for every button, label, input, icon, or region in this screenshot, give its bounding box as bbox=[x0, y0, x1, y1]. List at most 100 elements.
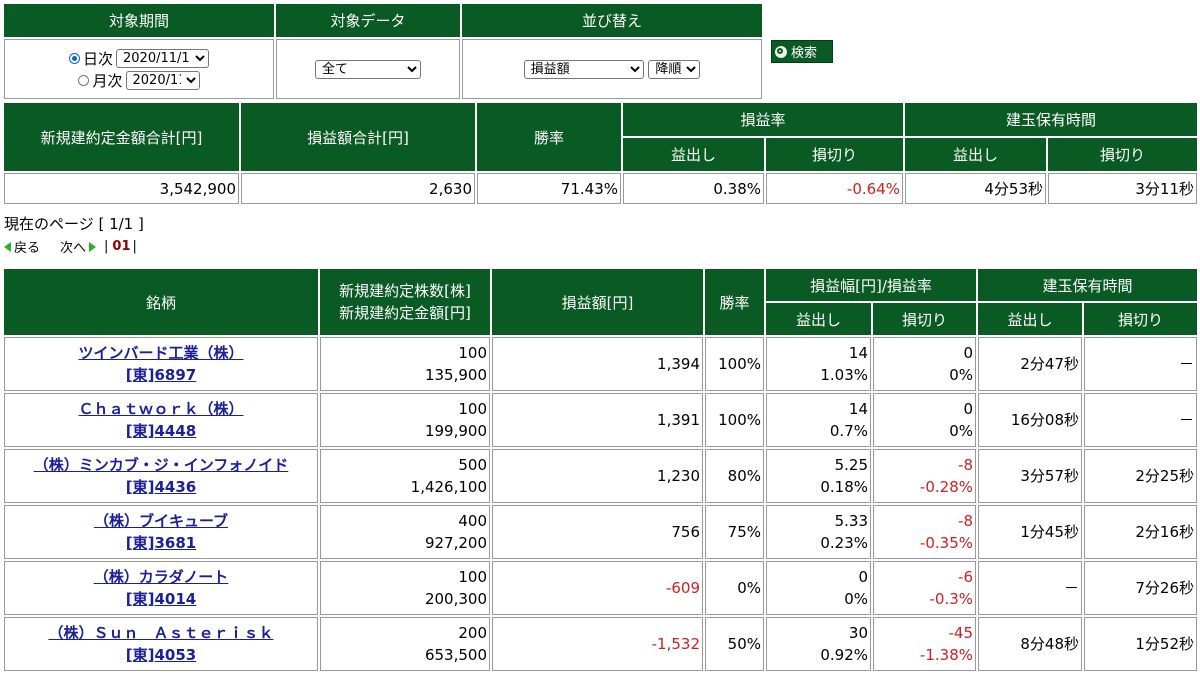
profit-range-cell: 30 0.92% bbox=[766, 617, 871, 671]
stock-code-link[interactable]: [東]4448 bbox=[125, 422, 197, 440]
stock-name-link[interactable]: （株）カラダノート bbox=[93, 568, 229, 586]
page-number-link[interactable]: 01 bbox=[112, 239, 131, 254]
summary-header-profit-rate: 益出し bbox=[623, 138, 764, 171]
search-label: 検索 bbox=[791, 46, 818, 61]
profit-yen: 0 bbox=[858, 568, 868, 586]
summary-loss-time: 3分11秒 bbox=[1048, 173, 1197, 204]
monthly-date-select[interactable]: 2020/11 bbox=[125, 70, 200, 90]
win-rate-cell: 100% bbox=[705, 337, 764, 391]
summary-win-rate: 71.43% bbox=[477, 173, 621, 204]
loss-yen: -45 bbox=[948, 624, 974, 642]
loss-time-cell: 2分16秒 bbox=[1084, 505, 1197, 559]
summary-profit-time: 4分53秒 bbox=[905, 173, 1046, 204]
summary-header-loss-time: 損切り bbox=[1048, 138, 1197, 171]
qty-amount-cell: 100 135,900 bbox=[320, 337, 490, 391]
loss-rate: -0.3% bbox=[929, 590, 973, 608]
pl-cell: -609 bbox=[492, 561, 703, 615]
summary-header-pl: 損益額合計[円] bbox=[241, 103, 475, 171]
profit-rate: 0.23% bbox=[820, 534, 868, 552]
stock-code-link[interactable]: [東]3681 bbox=[125, 534, 197, 552]
summary-table: 新規建約定金額合計[円] 損益額合計[円] 勝率 損益率 建玉保有時間 益出し … bbox=[2, 101, 1199, 206]
detail-header-profit-range: 益出し bbox=[766, 303, 871, 335]
stock-qty: 100 bbox=[458, 344, 487, 362]
monthly-label: 月次 bbox=[92, 71, 123, 90]
search-button[interactable]: 検索 bbox=[771, 40, 833, 63]
profit-time: 2分47秒 bbox=[1020, 355, 1079, 373]
summary-header-profit-time: 益出し bbox=[905, 138, 1046, 171]
qty-amount-cell: 100 199,900 bbox=[320, 393, 490, 447]
loss-range-cell: -6 -0.3% bbox=[873, 561, 976, 615]
daily-radio[interactable] bbox=[68, 52, 80, 64]
period-cell: 日次 2020/11/12 月次 2020/11 bbox=[4, 39, 274, 99]
stock-name-link[interactable]: （株）ブイキューブ bbox=[93, 512, 229, 530]
summary-loss-rate: -0.64% bbox=[766, 173, 903, 204]
win-rate-cell: 0% bbox=[705, 561, 764, 615]
detail-header-stock: 銘柄 bbox=[4, 269, 318, 335]
profit-range-cell: 0 0% bbox=[766, 561, 871, 615]
monthly-row: 月次 2020/11 bbox=[7, 69, 271, 91]
profit-range-cell: 14 1.03% bbox=[766, 337, 871, 391]
stock-cell: ツインバード工業（株） [東]6897 bbox=[4, 337, 318, 391]
stock-win-rate: 80% bbox=[727, 467, 761, 485]
detail-header-pl: 損益額[円] bbox=[492, 269, 703, 335]
loss-rate: -0.28% bbox=[919, 478, 973, 496]
loss-time-cell: 2分25秒 bbox=[1084, 449, 1197, 503]
order-select[interactable]: 降順 bbox=[648, 60, 701, 79]
summary-header-win-rate: 勝率 bbox=[477, 103, 621, 171]
pl-cell: 1,394 bbox=[492, 337, 703, 391]
stock-cell: （株）ミンカブ・ジ・インフォノイド [東]4436 bbox=[4, 449, 318, 503]
loss-time: － bbox=[1178, 355, 1194, 373]
loss-yen: -8 bbox=[958, 512, 973, 530]
pl-cell: 756 bbox=[492, 505, 703, 559]
loss-time: 7分26秒 bbox=[1135, 579, 1194, 597]
stock-win-rate: 100% bbox=[718, 355, 761, 373]
table-row: Ｃｈａｔｗｏｒｋ（株） [東]4448 100 199,900 1,391 100% 14 0… bbox=[4, 393, 1197, 447]
stock-pl: -1,532 bbox=[651, 635, 700, 653]
table-row: （株）Ｓｕｎ Ａｓｔｅｒｉｓｋ [東]4053 200 653,500 -1,532 50… bbox=[4, 617, 1197, 671]
data-select[interactable]: 全て bbox=[315, 60, 421, 79]
profit-rate: 0.92% bbox=[820, 646, 868, 664]
qty-amount-cell: 100 200,300 bbox=[320, 561, 490, 615]
loss-time-cell: － bbox=[1084, 393, 1197, 447]
profit-time: 16分08秒 bbox=[1010, 411, 1079, 429]
stock-amount: 200,300 bbox=[424, 590, 487, 608]
profit-time: 1分45秒 bbox=[1020, 523, 1079, 541]
prev-link[interactable]: 戻る bbox=[14, 241, 41, 256]
profit-time-cell: 1分45秒 bbox=[978, 505, 1082, 559]
loss-time: － bbox=[1178, 411, 1194, 429]
stock-code-link[interactable]: [東]4436 bbox=[125, 478, 197, 496]
daily-date-select[interactable]: 2020/11/12 bbox=[116, 48, 209, 68]
next-link[interactable]: 次へ bbox=[60, 241, 87, 256]
stock-qty: 200 bbox=[458, 624, 487, 642]
loss-rate: 0% bbox=[949, 422, 973, 440]
loss-time-cell: － bbox=[1084, 337, 1197, 391]
stock-code-link[interactable]: [東]4014 bbox=[125, 590, 197, 608]
win-rate-cell: 50% bbox=[705, 617, 764, 671]
profit-yen: 5.33 bbox=[834, 512, 868, 530]
stock-amount: 927,200 bbox=[424, 534, 487, 552]
stock-amount: 135,900 bbox=[424, 366, 487, 384]
stock-code-link[interactable]: [東]4053 bbox=[125, 646, 197, 664]
profit-time: － bbox=[1063, 579, 1079, 597]
stock-pl: 756 bbox=[671, 523, 700, 541]
monthly-radio[interactable] bbox=[78, 74, 90, 86]
loss-range-cell: 0 0% bbox=[873, 393, 976, 447]
stock-qty: 400 bbox=[458, 512, 487, 530]
detail-header-loss-time: 損切り bbox=[1084, 303, 1197, 335]
stock-name-link[interactable]: （株）Ｓｕｎ Ａｓｔｅｒｉｓｋ bbox=[48, 624, 274, 642]
pl-cell: 1,230 bbox=[492, 449, 703, 503]
stock-name-link[interactable]: Ｃｈａｔｗｏｒｋ（株） bbox=[78, 400, 244, 418]
summary-header-pl-rate: 損益率 bbox=[623, 103, 903, 136]
profit-yen: 14 bbox=[848, 400, 868, 418]
loss-yen: 0 bbox=[963, 344, 973, 362]
table-row: ツインバード工業（株） [東]6897 100 135,900 1,394 100% 14 1… bbox=[4, 337, 1197, 391]
detail-table: 銘柄 新規建約定株数[株] 新規建約定金額[円] 損益額[円] 勝率 損益幅[円… bbox=[2, 267, 1199, 673]
detail-header-win-rate: 勝率 bbox=[705, 269, 764, 335]
stock-win-rate: 100% bbox=[718, 411, 761, 429]
sort-select[interactable]: 損益額 bbox=[523, 60, 644, 79]
stock-code-link[interactable]: [東]6897 bbox=[125, 366, 197, 384]
stock-win-rate: 0% bbox=[737, 579, 761, 597]
stock-name-link[interactable]: （株）ミンカブ・ジ・インフォノイド bbox=[33, 456, 289, 474]
profit-time-cell: 3分57秒 bbox=[978, 449, 1082, 503]
stock-name-link[interactable]: ツインバード工業（株） bbox=[78, 344, 244, 362]
